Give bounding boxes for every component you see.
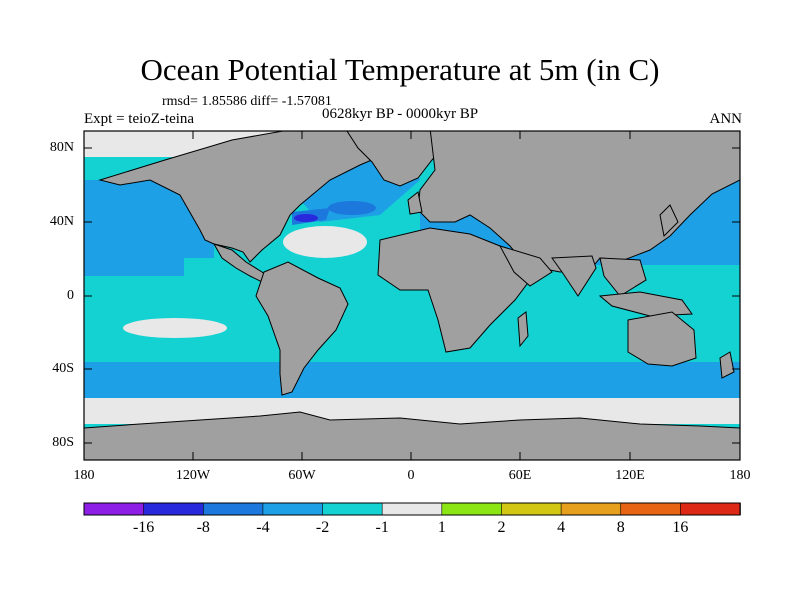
colorbar-swatch <box>680 502 741 516</box>
land-antarctica <box>84 411 740 460</box>
land-indonesia <box>598 291 693 317</box>
colorbar-swatch <box>560 502 622 516</box>
x-label-60w: 60W <box>288 468 316 483</box>
colorbar-swatch <box>202 502 264 516</box>
colorbar-label: -16 <box>132 519 155 536</box>
y-label-40n: 40N <box>49 214 74 229</box>
land-north-america <box>98 131 396 263</box>
season-label: ANN <box>709 111 743 127</box>
stats-label: rmsd= 1.85586 diff= -1.57081 <box>162 94 332 109</box>
x-label-180e: 180 <box>729 468 751 483</box>
land-masses <box>84 131 740 460</box>
x-label-120w: 120W <box>175 468 211 483</box>
colorbar-label: -4 <box>256 519 270 536</box>
map-plot-area <box>84 131 740 460</box>
y-label-80n: 80N <box>49 140 74 155</box>
colorbar-label: 4 <box>557 519 566 536</box>
x-axis-ticks <box>83 131 741 460</box>
colorbar-frame <box>83 502 741 516</box>
colorbar-label: 8 <box>616 519 625 536</box>
land-japan <box>659 204 679 238</box>
land-south-america <box>255 261 349 396</box>
y-label-40s: 40S <box>52 361 74 376</box>
colorbar-swatch <box>441 502 503 516</box>
land-new-zealand <box>719 351 735 379</box>
land-africa <box>377 227 531 353</box>
colorbar-label: 2 <box>497 519 506 536</box>
colorbar-swatch <box>381 502 443 516</box>
colorbar-swatch <box>620 502 682 516</box>
y-label-80s: 80S <box>52 435 74 450</box>
land-australia <box>627 311 697 367</box>
chart-title: Ocean Potential Temperature at 5m (in C) <box>140 52 660 87</box>
x-label-60e: 60E <box>508 468 532 483</box>
period-label: 0628kyr BP - 0000kyr BP <box>322 106 479 122</box>
colorbar-label: -1 <box>375 519 389 536</box>
colorbar-swatch <box>143 502 205 516</box>
y-axis-ticks <box>84 147 740 444</box>
x-label-180w: 180 <box>73 468 95 483</box>
colorbar-label: 1 <box>437 519 446 536</box>
x-label-0: 0 <box>407 468 415 483</box>
colorbar-label: 16 <box>672 519 689 536</box>
land-madagascar <box>517 311 529 348</box>
colorbar-swatch <box>501 502 562 516</box>
y-label-0: 0 <box>67 288 74 303</box>
colorbar-swatch <box>262 502 324 516</box>
deep-cool-spot <box>294 214 318 222</box>
colorbar-label: -8 <box>196 519 210 536</box>
x-label-120e: 120E <box>615 468 645 483</box>
colorbar-label: -2 <box>315 519 330 536</box>
colorbar-swatch <box>322 502 383 516</box>
land-arabia <box>498 245 553 287</box>
land-india <box>551 255 597 297</box>
land-southeast-asia <box>599 257 647 297</box>
land-uk <box>407 191 423 215</box>
colorbar-swatch <box>83 502 145 516</box>
colorbar <box>83 502 741 516</box>
experiment-label: Expt = teioZ-teina <box>84 111 195 127</box>
